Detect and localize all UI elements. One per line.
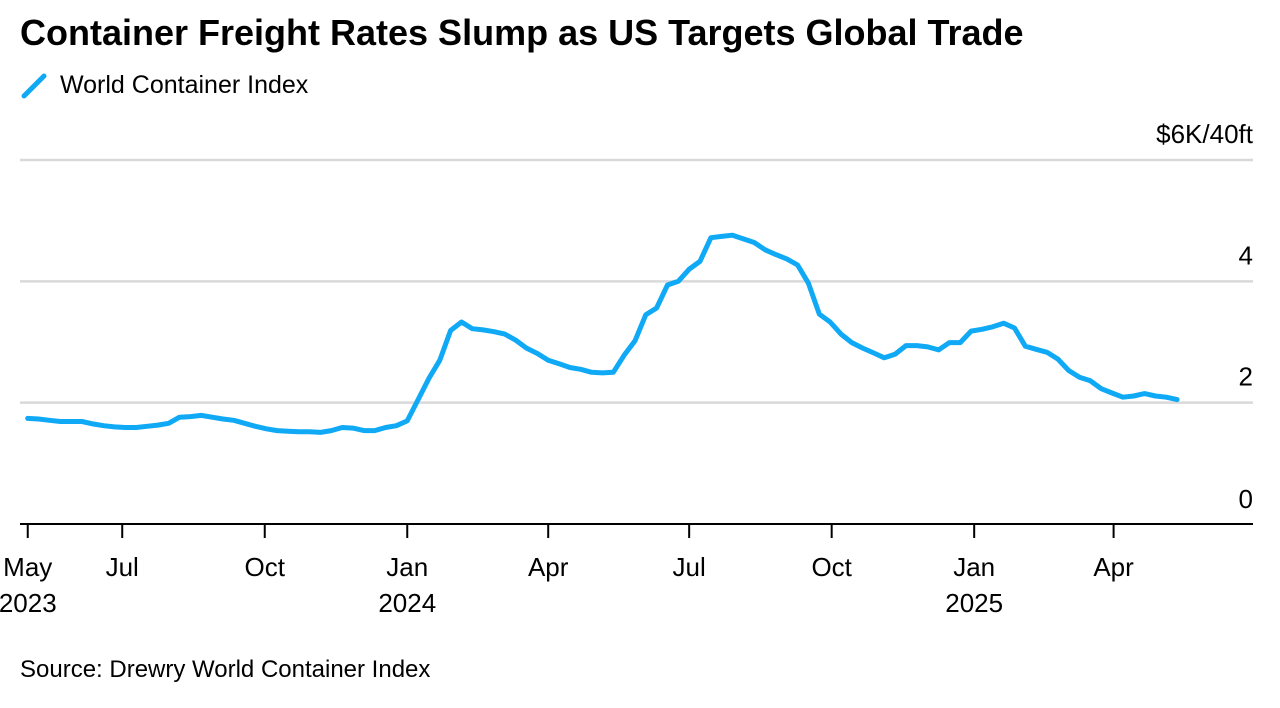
legend: World Container Index xyxy=(20,70,308,100)
series-layer xyxy=(25,232,1180,435)
legend-series-swatch xyxy=(21,73,47,99)
x-tick-label: Oct xyxy=(811,552,852,582)
x-tick-label: Apr xyxy=(528,552,569,582)
legend-series-label: World Container Index xyxy=(60,70,309,99)
x-tick-label: Jul xyxy=(673,552,706,582)
source-note: Source: Drewry World Container Index xyxy=(20,656,431,683)
series-line-world-container-index xyxy=(25,232,1180,435)
x-tick-label: Oct xyxy=(245,552,286,582)
x-tick-label: Apr xyxy=(1093,552,1134,582)
y-tick-label: $6K/40ft xyxy=(1156,119,1254,149)
chart-title: Container Freight Rates Slump as US Targ… xyxy=(20,12,1024,53)
x-tick-label: Jul xyxy=(106,552,139,582)
x-axis: May 2023 Jul Oct Jan 2024 Apr Jul Oct Jan 2025 Apr xyxy=(0,523,1253,618)
x-tick-label: Jan xyxy=(953,552,995,582)
y-axis-labels: 0 2 4 $6K/40ft xyxy=(1156,119,1254,514)
y-tick-label: 0 xyxy=(1239,484,1253,514)
x-tick-label: Jan xyxy=(386,552,428,582)
x-tick-year-label: 2025 xyxy=(945,588,1003,618)
x-tick-year-label: 2023 xyxy=(0,588,57,618)
y-tick-label: 2 xyxy=(1239,362,1253,392)
y-tick-label: 4 xyxy=(1239,240,1253,270)
x-tick-label: May xyxy=(3,552,52,582)
gridlines xyxy=(20,158,1253,404)
x-tick-year-label: 2024 xyxy=(378,588,436,618)
